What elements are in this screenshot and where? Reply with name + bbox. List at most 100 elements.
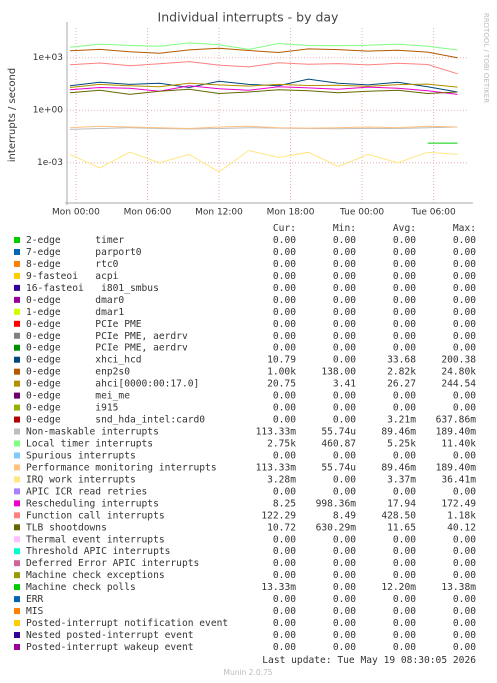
legend-stat: 460.87 (321, 438, 356, 449)
legend-stat: 36.41m (441, 474, 476, 485)
legend-stat: 0.00 (273, 343, 296, 354)
legend-stat: 0.00 (273, 546, 296, 557)
legend-stat: 3.28m (267, 474, 296, 485)
legend-stat: 0.00 (453, 283, 476, 294)
legend-stat: 20.75 (267, 379, 296, 390)
legend-stat: 0.00 (453, 546, 476, 557)
legend-stat: 0.00 (393, 546, 416, 557)
legend-stat: 0.00 (453, 630, 476, 641)
legend-stat: 0.00 (333, 235, 356, 246)
legend-stat: 1.18k (447, 510, 476, 521)
legend-stat: 0.00 (393, 450, 416, 461)
legend-stat: 0.00 (273, 295, 296, 306)
legend-stat: 113.33m (256, 462, 297, 473)
y-tick-label: 1e+03 (33, 53, 63, 63)
legend-label: Machine check polls (26, 582, 136, 593)
legend-stat: 0.00 (453, 391, 476, 402)
legend-stat: 0.00 (273, 247, 296, 258)
legend-stat: 1.00k (267, 367, 296, 378)
legend-stat: 26.27 (387, 379, 416, 390)
legend-stat: 0.00 (393, 594, 416, 605)
legend-label: Local timer interrupts (26, 438, 153, 449)
legend-stat: 10.72 (267, 522, 296, 533)
y-tick-label: 1e-03 (37, 158, 63, 168)
legend-stat: 0.00 (453, 486, 476, 497)
legend-stat: 172.49 (441, 498, 476, 509)
legend-stat: 0.00 (333, 474, 356, 485)
legend-stat: 0.00 (453, 307, 476, 318)
legend-stat: 998.36m (316, 498, 357, 509)
legend-stat: 0.00 (453, 450, 476, 461)
legend-stat: 0.00 (273, 594, 296, 605)
legend-swatch (14, 332, 20, 339)
legend-label: Nested posted-interrupt event (26, 630, 194, 641)
legend-stat: 0.00 (453, 319, 476, 330)
legend-label: 0-edge PCIe PME, aerdrv (26, 331, 188, 342)
legend-swatch (14, 308, 20, 315)
legend-stat: 89.46m (381, 427, 416, 438)
legend-swatch (14, 320, 20, 327)
legend-stat: 0.00 (273, 403, 296, 414)
legend-stat: 0.00 (333, 594, 356, 605)
legend-label: APIC ICR read retries (26, 486, 147, 497)
legend-stat: 0.00 (393, 271, 416, 282)
legend-stat: 0.00 (333, 642, 356, 653)
legend-label: Non-maskable interrupts (26, 427, 159, 438)
series-line (69, 61, 458, 75)
legend-stat: 0.00 (393, 247, 416, 258)
legend-stat: 0.00 (393, 534, 416, 545)
legend-stat: 0.00 (393, 283, 416, 294)
legend-stat: 0.00 (393, 642, 416, 653)
legend-swatch (14, 296, 20, 303)
legend-stat: 0.00 (453, 235, 476, 246)
legend-stat: 0.00 (333, 630, 356, 641)
legend-stat: 0.00 (453, 558, 476, 569)
legend-label: MIS (26, 606, 44, 617)
legend-stat: 0.00 (273, 391, 296, 402)
legend-swatch (14, 476, 20, 483)
legend-stat: 0.00 (393, 391, 416, 402)
legend-stat: 428.50 (381, 510, 416, 521)
legend-stat: 13.33m (261, 582, 296, 593)
legend-stat: 0.00 (273, 618, 296, 629)
legend-stat: 0.00 (393, 486, 416, 497)
legend-stat: 0.00 (273, 606, 296, 617)
x-tick-label: Mon 18:00 (267, 208, 315, 218)
legend-stat: 0.00 (393, 235, 416, 246)
legend-stat: 0.00 (453, 606, 476, 617)
legend-stat: 0.00 (273, 642, 296, 653)
legend-stat: 0.00 (333, 247, 356, 258)
series-line (69, 125, 458, 130)
column-header: Cur: (273, 223, 296, 234)
legend-stat: 0.00 (333, 486, 356, 497)
legend-stat: 0.00 (453, 534, 476, 545)
legend-stat: 8.49 (333, 510, 356, 521)
legend-stat: 10.79 (267, 355, 296, 366)
legend-stat: 11.40k (441, 438, 476, 449)
legend-label: 0-edge PCIe PME (26, 319, 142, 330)
y-tick-label: 1e+00 (33, 106, 64, 116)
legend-label: 9-fasteoi acpi (26, 271, 119, 282)
legend-label: 0-edge mei_me (26, 391, 130, 402)
legend-stat: 0.00 (333, 618, 356, 629)
legend-stat: 55.74u (321, 462, 356, 473)
legend-swatch (14, 536, 20, 543)
legend-stat: 89.46m (381, 462, 416, 473)
legend-stat: 0.00 (333, 331, 356, 342)
legend-swatch (14, 524, 20, 531)
legend-stat: 24.80k (441, 367, 476, 378)
series-line (69, 82, 458, 88)
x-tick-label: Mon 00:00 (52, 208, 100, 218)
legend-stat: 0.00 (393, 331, 416, 342)
legend-swatch (14, 344, 20, 351)
legend-stat: 0.00 (393, 307, 416, 318)
legend-stat: 0.00 (333, 343, 356, 354)
legend-swatch (14, 560, 20, 567)
legend-swatch (14, 392, 20, 399)
x-tick-label: Tue 00:00 (339, 208, 384, 218)
legend-label: Machine check exceptions (26, 570, 165, 581)
legend-stat: 17.94 (387, 498, 416, 509)
legend-stat: 0.00 (453, 403, 476, 414)
x-tick-label: Mon 12:00 (195, 208, 243, 218)
legend-swatch (14, 620, 20, 627)
